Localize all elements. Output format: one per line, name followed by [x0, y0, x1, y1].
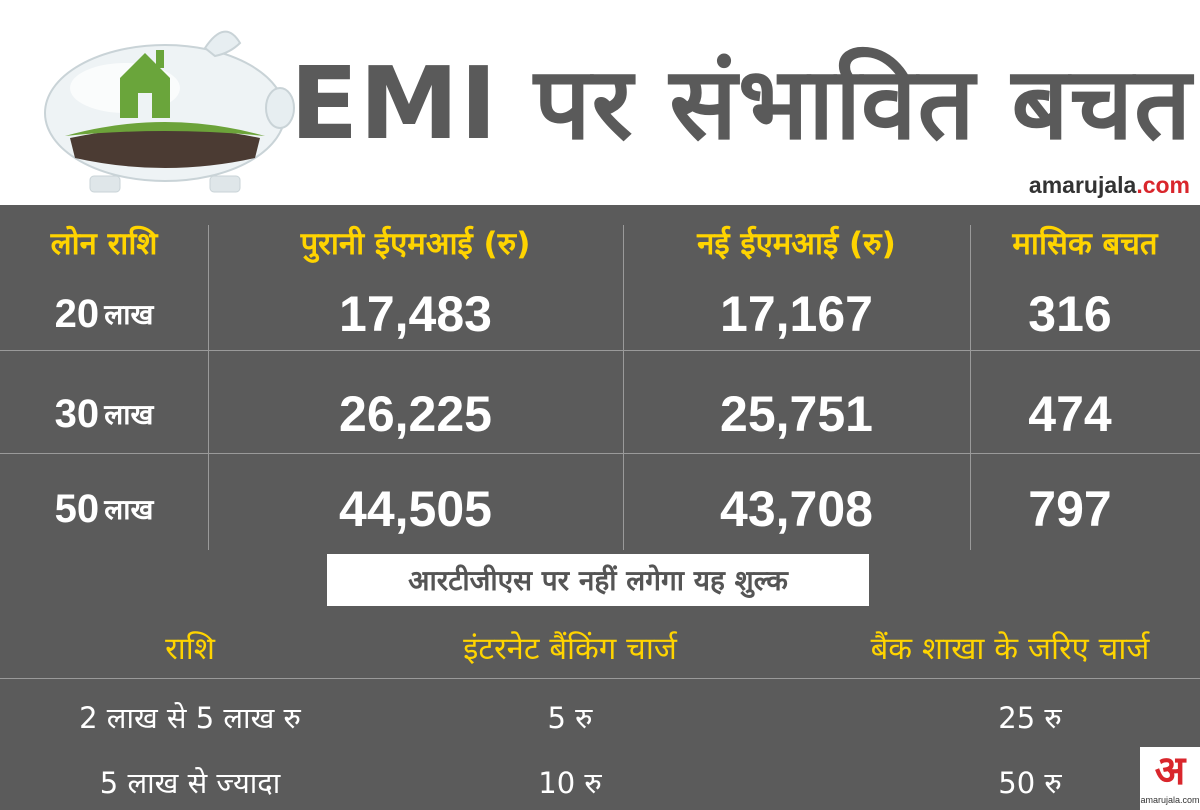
page-title: EMI पर संभावित बचत — [290, 45, 1193, 162]
old-emi-value: 17,483 — [339, 286, 492, 342]
rtgs-banner: आरटीजीएस पर नहीं लगेगा यह शुल्क — [327, 554, 869, 606]
brand-name: amarujala — [1028, 172, 1137, 198]
column-header-amount: राशि — [165, 630, 215, 667]
divider — [0, 350, 1200, 351]
loan-amount-number: 50 — [54, 486, 100, 531]
loan-amount-number: 30 — [54, 391, 100, 436]
monthly-saving-value: 474 — [1028, 386, 1112, 442]
old-emi-value: 26,225 — [339, 386, 492, 442]
divider — [0, 453, 1200, 454]
divider — [970, 225, 971, 550]
new-emi-value: 43,708 — [720, 481, 873, 537]
new-emi-value: 25,751 — [720, 386, 873, 442]
column-header-internet-banking-charge: इंटरनेट बैंकिंग चार्ज — [463, 630, 677, 667]
divider — [623, 225, 624, 550]
old-emi-value: 44,505 — [339, 481, 492, 537]
column-header-loan-amount: लोन राशि — [50, 225, 158, 262]
loan-amount-unit: लाख — [104, 493, 154, 526]
rtgs-amount: 5 लाख से ज्यादा — [99, 766, 281, 800]
loan-amount-number: 20 — [54, 291, 100, 336]
rtgs-internet-charge: 10 रु — [538, 766, 602, 800]
column-header-old-emi: पुरानी ईएमआई (रु) — [300, 225, 531, 262]
loan-amount-unit: लाख — [104, 298, 154, 331]
column-header-monthly-saving: मासिक बचत — [1012, 225, 1158, 262]
rtgs-amount: 2 लाख से 5 लाख रु — [79, 701, 301, 735]
new-emi-value: 17,167 — [720, 286, 873, 342]
logo-glyph: अ — [1154, 747, 1186, 794]
rtgs-internet-charge: 5 रु — [547, 701, 593, 735]
amarujala-logo: अ amarujala.com — [1140, 747, 1200, 810]
monthly-saving-value: 797 — [1028, 481, 1112, 537]
table-row-amount: 30 लाख — [0, 380, 208, 448]
logo-caption: amarujala.com — [1140, 795, 1200, 805]
header: EMI पर संभावित बचत amarujala.com — [0, 0, 1200, 205]
rtgs-branch-charge: 50 रु — [998, 766, 1062, 800]
divider — [0, 678, 1200, 679]
brand-wordmark: amarujala.com — [1029, 172, 1190, 199]
monthly-saving-value: 316 — [1028, 286, 1112, 342]
loan-amount-unit: लाख — [104, 398, 154, 431]
table-row-amount: 50 लाख — [0, 475, 208, 543]
divider — [208, 225, 209, 550]
piggy-bank-house-illustration — [44, 30, 295, 193]
rtgs-branch-charge: 25 रु — [998, 701, 1062, 735]
table-row-amount: 20 लाख — [0, 280, 208, 348]
data-panel: लोन राशि पुरानी ईएमआई (रु) नई ईएमआई (रु)… — [0, 205, 1200, 810]
column-header-new-emi: नई ईएमआई (रु) — [697, 225, 896, 262]
column-header-branch-charge: बैंक शाखा के जरिए चार्ज — [870, 630, 1150, 667]
brand-domain: .com — [1136, 172, 1190, 198]
